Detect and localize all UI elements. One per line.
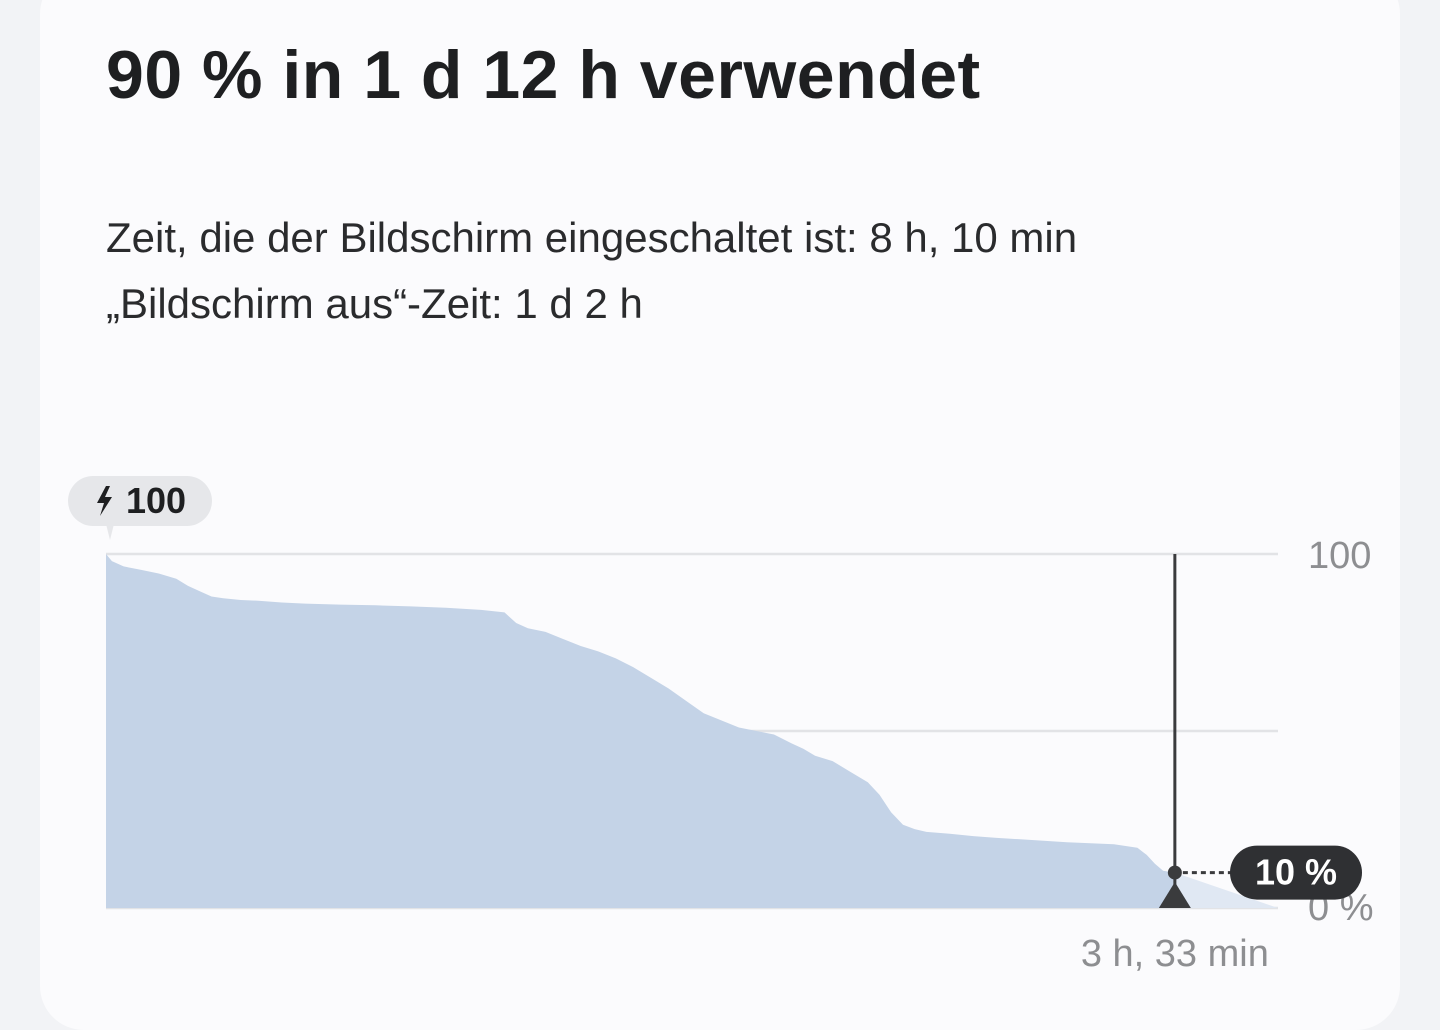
- battery-level-area: [106, 554, 1175, 908]
- y-tick-label: 100: [1308, 535, 1371, 577]
- screen-on-time: Zeit, die der Bildschirm eingeschaltet i…: [106, 214, 1078, 261]
- current-level-dot: [1167, 865, 1182, 880]
- current-level-label: 10 %: [1255, 852, 1337, 893]
- start-level-badge: 100: [68, 476, 212, 540]
- bolt-icon: [97, 486, 112, 516]
- current-time-pointer: [1158, 882, 1191, 908]
- start-level-label: 100: [126, 480, 186, 521]
- usage-headline: 90 % in 1 d 12 h verwendet: [106, 37, 981, 113]
- current-level-badge: [1230, 845, 1362, 900]
- current-time-label: 3 h, 33 min: [1081, 933, 1269, 975]
- screen-off-time: „Bildschirm aus“-Zeit: 1 d 2 h: [106, 280, 643, 327]
- start-badge-bg: [68, 476, 212, 526]
- start-badge-tail: [106, 524, 114, 540]
